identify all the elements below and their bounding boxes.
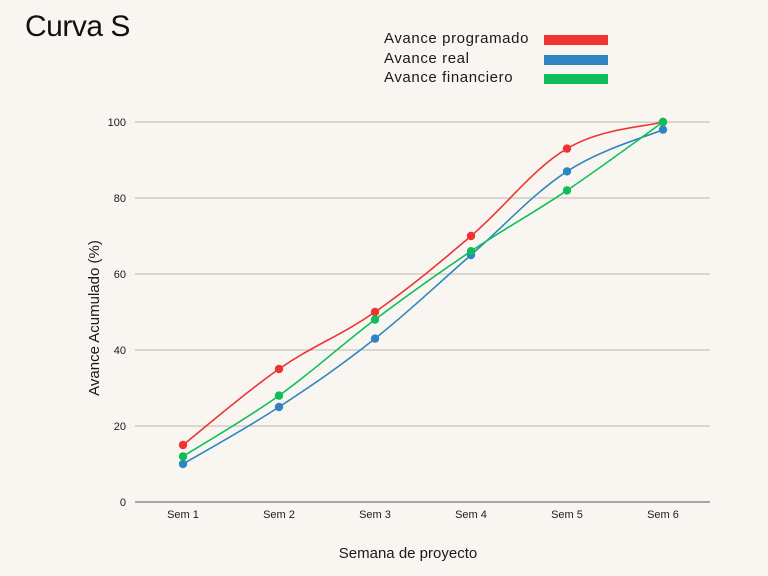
data-point bbox=[370, 307, 380, 317]
data-point bbox=[178, 440, 188, 450]
y-tick-label: 0 bbox=[120, 497, 126, 509]
data-point bbox=[274, 391, 284, 400]
x-tick-label: Sem 2 bbox=[263, 509, 295, 521]
data-point bbox=[370, 315, 380, 324]
data-point bbox=[274, 364, 284, 374]
data-point bbox=[658, 125, 668, 134]
y-tick-label: 100 bbox=[108, 117, 126, 129]
series-line-real bbox=[182, 128, 664, 465]
legend-label: Avance programado bbox=[384, 30, 530, 47]
series-line-financiero bbox=[182, 121, 664, 458]
x-tick-label: Sem 1 bbox=[167, 509, 199, 521]
data-point bbox=[562, 186, 572, 195]
legend: Avance programado Avance real Avance fin… bbox=[384, 30, 614, 89]
data-point bbox=[562, 144, 572, 153]
x-tick-label: Sem 3 bbox=[359, 509, 391, 521]
legend-item-financiero: Avance financiero bbox=[384, 69, 614, 89]
legend-label: Avance real bbox=[384, 49, 470, 67]
data-point bbox=[562, 167, 572, 176]
y-tick-label: 40 bbox=[114, 345, 126, 357]
data-point bbox=[178, 452, 188, 461]
data-point bbox=[466, 247, 476, 256]
legend-item-programado: Avance programado bbox=[384, 30, 614, 50]
legend-item-real: Avance real bbox=[384, 50, 614, 70]
legend-swatch bbox=[544, 74, 608, 84]
legend-swatch bbox=[544, 54, 608, 65]
y-tick-label: 20 bbox=[114, 421, 126, 433]
data-point bbox=[274, 402, 284, 412]
x-tick-label: Sem 6 bbox=[647, 509, 679, 521]
x-tick-label: Sem 4 bbox=[455, 509, 487, 521]
y-axis-label: Avance Acumulado (%) bbox=[86, 240, 103, 396]
y-tick-label: 80 bbox=[114, 193, 126, 205]
data-point bbox=[466, 231, 476, 241]
x-axis-label: Semana de proyecto bbox=[339, 545, 477, 562]
legend-swatch bbox=[544, 35, 608, 45]
data-point bbox=[178, 459, 188, 469]
series-line-programado bbox=[182, 121, 664, 446]
legend-label: Avance financiero bbox=[384, 69, 514, 86]
data-point bbox=[370, 334, 380, 343]
data-point bbox=[658, 117, 668, 127]
y-tick-label: 60 bbox=[114, 269, 126, 281]
chart-title: Curva S bbox=[25, 10, 130, 43]
x-tick-label: Sem 5 bbox=[551, 509, 583, 521]
